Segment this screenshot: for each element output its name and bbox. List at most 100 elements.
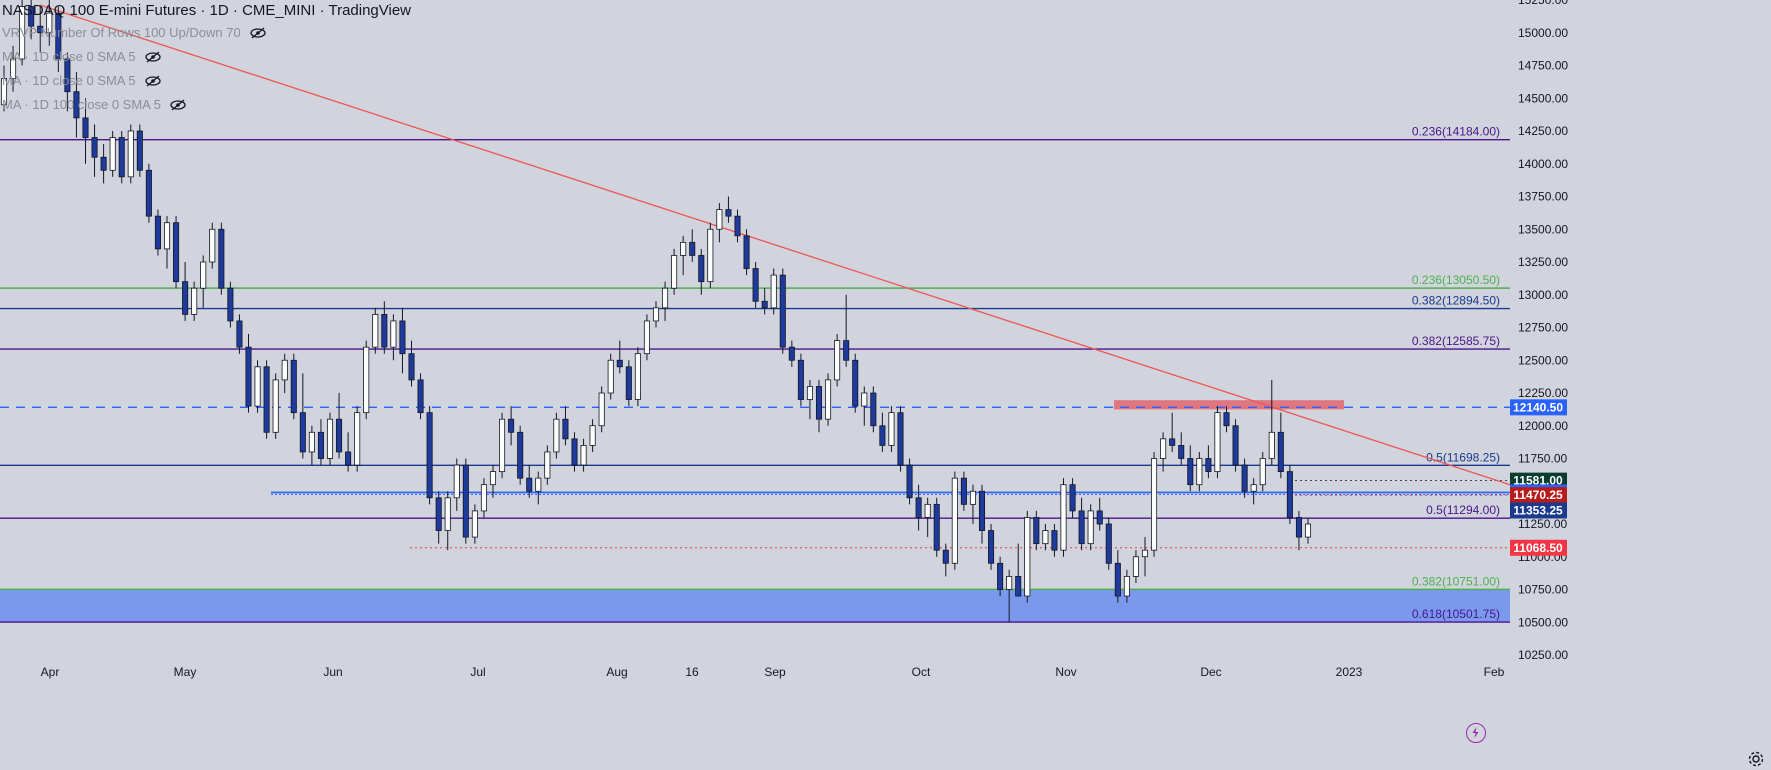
indicator-ma-1[interactable]: MA · 1D close 0 SMA 5 — [2, 45, 411, 69]
candle-down — [788, 346, 795, 361]
indicator-label: MA · 1D close 0 SMA 5 — [2, 73, 136, 88]
candle-down — [245, 346, 252, 407]
candle-up — [969, 490, 976, 505]
candle-up — [806, 386, 813, 400]
candle-down — [1277, 431, 1284, 472]
fib-level-label: 0.5(11294.00) — [1426, 503, 1500, 517]
price-badge-bg — [1510, 502, 1567, 519]
candle-up — [209, 228, 216, 263]
candle-down — [1241, 464, 1248, 492]
candle-down — [797, 359, 804, 400]
candle-down — [64, 58, 71, 93]
eye-off-icon[interactable] — [144, 51, 162, 63]
candle-up — [662, 287, 669, 309]
candle-up — [1151, 458, 1158, 551]
candle-up — [861, 392, 868, 407]
candle-down — [118, 137, 125, 178]
price-badge-label: 11068.50 — [1513, 541, 1563, 555]
candle-up — [951, 477, 958, 564]
fib-level-label: 0.236(13050.50) — [1412, 273, 1500, 287]
candle-up — [607, 359, 614, 394]
candle-down — [28, 6, 35, 27]
candle-up — [163, 222, 171, 250]
candle-up — [254, 366, 261, 407]
candle-down — [616, 359, 623, 368]
candle-up — [652, 307, 660, 322]
candle-up — [535, 477, 542, 492]
candle-down — [1223, 412, 1230, 427]
candle-down — [154, 215, 161, 250]
candle-down — [1078, 510, 1085, 545]
candle-down — [562, 418, 569, 440]
time-axis-label: Nov — [1055, 665, 1076, 679]
eye-off-icon[interactable] — [169, 99, 187, 111]
candle-down — [689, 241, 696, 256]
flash-alert-icon[interactable] — [1466, 723, 1486, 743]
price-axis-tick: 14250.00 — [1518, 124, 1568, 138]
support-zone — [0, 589, 1510, 623]
time-axis-label: Aug — [606, 665, 627, 679]
indicator-ma-3[interactable]: MA · 1D 100 close 0 SMA 5 — [2, 93, 411, 117]
candle-up — [1160, 438, 1167, 459]
candle-down — [426, 412, 433, 499]
candle-down — [1096, 510, 1103, 525]
candle-down — [906, 464, 913, 499]
candle-up — [0, 78, 8, 106]
candle-down — [960, 477, 967, 505]
price-axis-tick: 11250.00 — [1518, 517, 1567, 531]
candle-down — [417, 379, 424, 414]
time-axis-label: 16 — [685, 665, 699, 679]
candle-down — [752, 268, 759, 302]
candle-down — [625, 366, 632, 400]
candle-down — [526, 477, 533, 492]
candle-down — [263, 366, 270, 433]
eye-off-icon[interactable] — [249, 27, 267, 39]
candle-down — [852, 359, 859, 407]
candle-up — [281, 359, 288, 381]
candle-down — [1205, 458, 1212, 473]
time-axis-bg — [0, 659, 1510, 770]
time-axis-label: Dec — [1200, 665, 1221, 679]
price-badge-label: 11581.00 — [1513, 474, 1563, 488]
candle-up — [19, 6, 26, 60]
price-axis-tick: 13500.00 — [1518, 222, 1568, 236]
price-badge: 12140.50 — [1510, 399, 1567, 416]
time-axis-label: Jun — [323, 665, 342, 679]
price-badge: 11470.25 — [1510, 487, 1567, 504]
candle-up — [1060, 484, 1067, 551]
eye-off-icon[interactable] — [144, 75, 162, 87]
settings-gear-icon[interactable] — [1747, 750, 1765, 768]
price-axis-tick: 13750.00 — [1518, 190, 1568, 204]
candle-up — [308, 431, 315, 453]
candle-down — [345, 451, 352, 466]
candle-down — [462, 464, 469, 538]
candle-down — [879, 425, 886, 446]
candle-up — [453, 464, 460, 499]
candle-up — [489, 471, 497, 486]
candle-up — [1259, 458, 1266, 486]
candle-down — [435, 497, 442, 531]
fib-level-label: 0.236(14184.00) — [1412, 125, 1500, 139]
candle-up — [671, 255, 678, 289]
candle-up — [598, 392, 605, 427]
resistance-zone — [1114, 400, 1344, 410]
candle-up — [834, 340, 841, 381]
price-axis-tick: 10500.00 — [1518, 615, 1568, 629]
price-badge-label: 11353.25 — [1513, 503, 1563, 517]
price-badge-label: 12140.50 — [1513, 400, 1563, 414]
candle-up — [553, 418, 560, 453]
candle-up — [1132, 556, 1139, 577]
indicator-vrvp[interactable]: VRVP Number Of Rows 100 Up/Down 70 — [2, 21, 411, 45]
indicator-ma-2[interactable]: MA · 1D close 0 SMA 5 — [2, 69, 411, 93]
candle-down — [336, 418, 343, 453]
candle-up — [1250, 484, 1257, 492]
candle-down — [978, 490, 986, 531]
candle-down — [1178, 444, 1185, 459]
candle-down — [37, 25, 44, 34]
candle-up — [634, 353, 641, 400]
price-axis-tick: 10250.00 — [1518, 648, 1568, 662]
price-axis-bg — [1510, 0, 1771, 770]
descending-trendline — [39, 4, 1511, 486]
